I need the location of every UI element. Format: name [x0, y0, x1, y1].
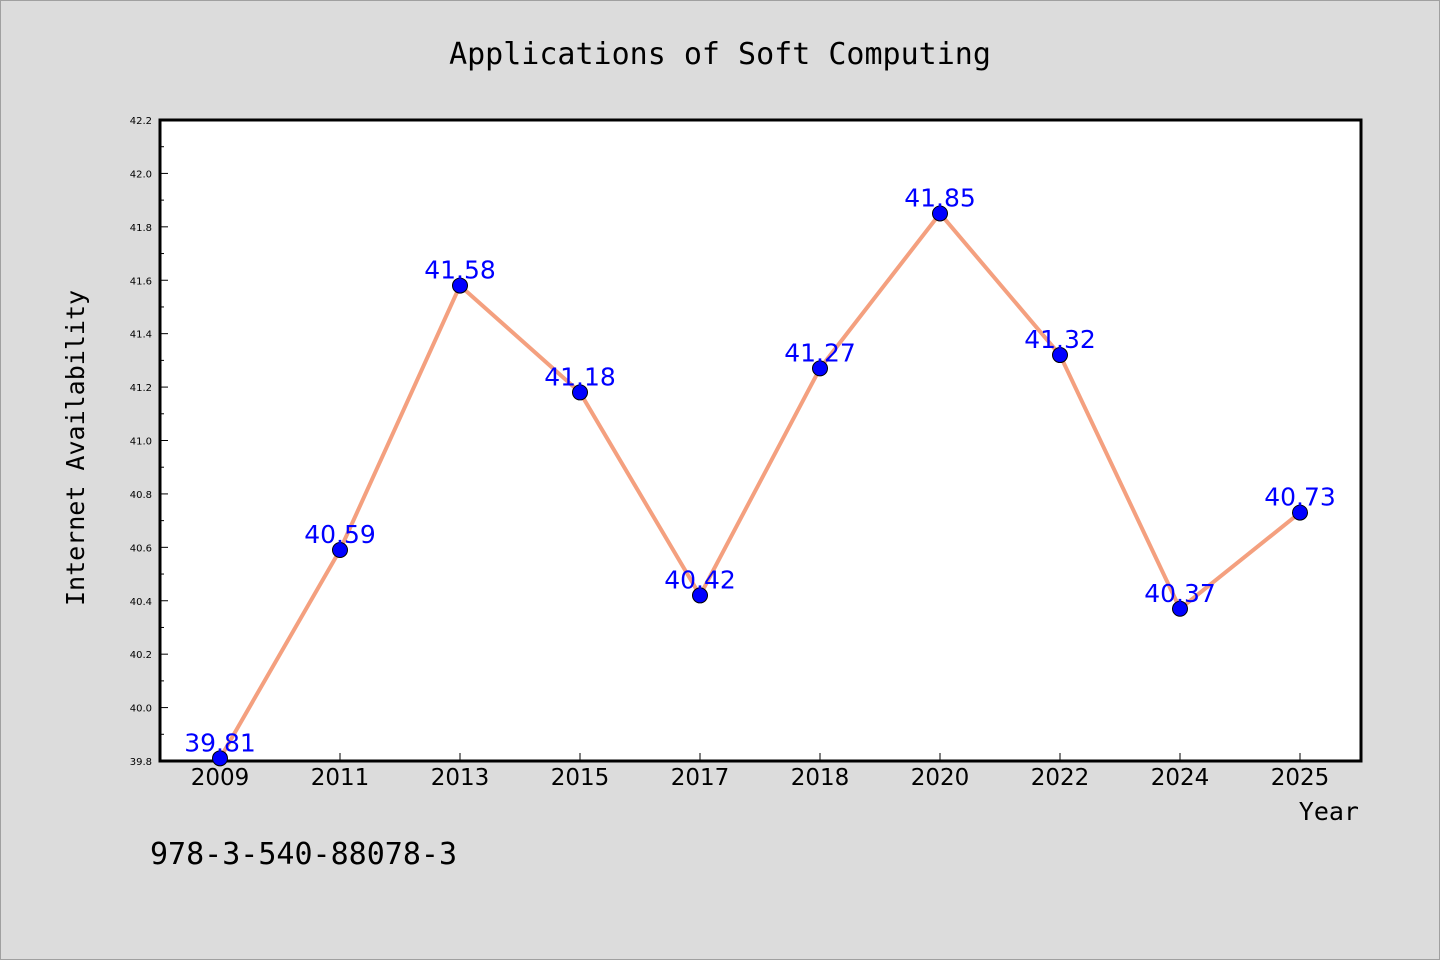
x-axis-title: Year [1299, 797, 1359, 826]
y-axis-title: Internet Availability [61, 290, 90, 606]
data-label: 40.73 [1264, 483, 1336, 512]
x-tick-label: 2015 [551, 765, 610, 791]
data-point-marker [332, 542, 348, 559]
x-tick-label: 2018 [791, 765, 850, 791]
plot-area [158, 118, 1363, 763]
x-tick-label: 2020 [911, 765, 970, 791]
y-tick-label: 40.8 [130, 490, 152, 501]
y-tick-label: 39.8 [130, 757, 152, 768]
y-tick-label: 41.2 [130, 383, 152, 394]
x-axis: 2009 2011 2013 2015 2017 2018 2020 2022 2024 2025 [191, 753, 1330, 791]
data-point-marker [692, 587, 708, 604]
data-labels-group: 39.81 40.59 41.58 41.18 40.42 41.27 41.85 41.32… [184, 183, 1336, 757]
data-point-marker [212, 750, 228, 767]
data-label: 41.18 [544, 362, 616, 391]
y-tick-label: 41.0 [130, 437, 152, 448]
y-axis: 39.8 40.0 40.2 40.4 40.6 40.8 41.0 41.2 41.4 41.6… [130, 116, 168, 768]
data-point-marker [572, 384, 588, 401]
data-label: 41.32 [1024, 325, 1096, 354]
data-label: 41.27 [784, 338, 856, 367]
series-line-group [212, 205, 1308, 767]
x-tick-label: 2017 [671, 765, 730, 791]
data-label: 41.85 [904, 183, 976, 212]
y-tick-label: 42.2 [130, 116, 152, 127]
y-tick-label: 41.4 [130, 330, 152, 341]
data-point-marker [1052, 347, 1068, 364]
x-tick-label: 2022 [1031, 765, 1090, 791]
y-tick-label: 42.0 [130, 169, 152, 180]
x-tick-label: 2024 [1151, 765, 1210, 791]
data-point-marker [812, 360, 828, 377]
isbn-text: 978-3-540-88078-3 [150, 837, 457, 872]
x-tick-label: 2009 [191, 765, 250, 791]
data-label: 40.37 [1144, 579, 1216, 608]
y-tick-label: 41.8 [130, 223, 152, 234]
chart-title: Applications of Soft Computing [449, 37, 991, 72]
y-tick-label: 40.2 [130, 650, 152, 661]
data-label: 41.58 [424, 256, 496, 285]
y-tick-label: 41.6 [130, 276, 152, 287]
x-tick-label: 2025 [1271, 765, 1330, 791]
data-point-marker [932, 205, 948, 222]
y-tick-label: 40.4 [130, 597, 152, 608]
y-tick-label: 40.6 [130, 543, 152, 554]
data-label: 40.42 [664, 565, 736, 594]
data-label: 39.81 [184, 728, 256, 757]
data-point-marker [1292, 504, 1308, 521]
x-tick-label: 2013 [431, 765, 490, 791]
data-label: 40.59 [304, 520, 376, 549]
series-line [218, 211, 1302, 760]
y-tick-label: 40.0 [130, 704, 152, 715]
data-point-marker [1172, 600, 1188, 617]
data-point-marker [452, 277, 468, 294]
x-tick-label: 2011 [311, 765, 370, 791]
